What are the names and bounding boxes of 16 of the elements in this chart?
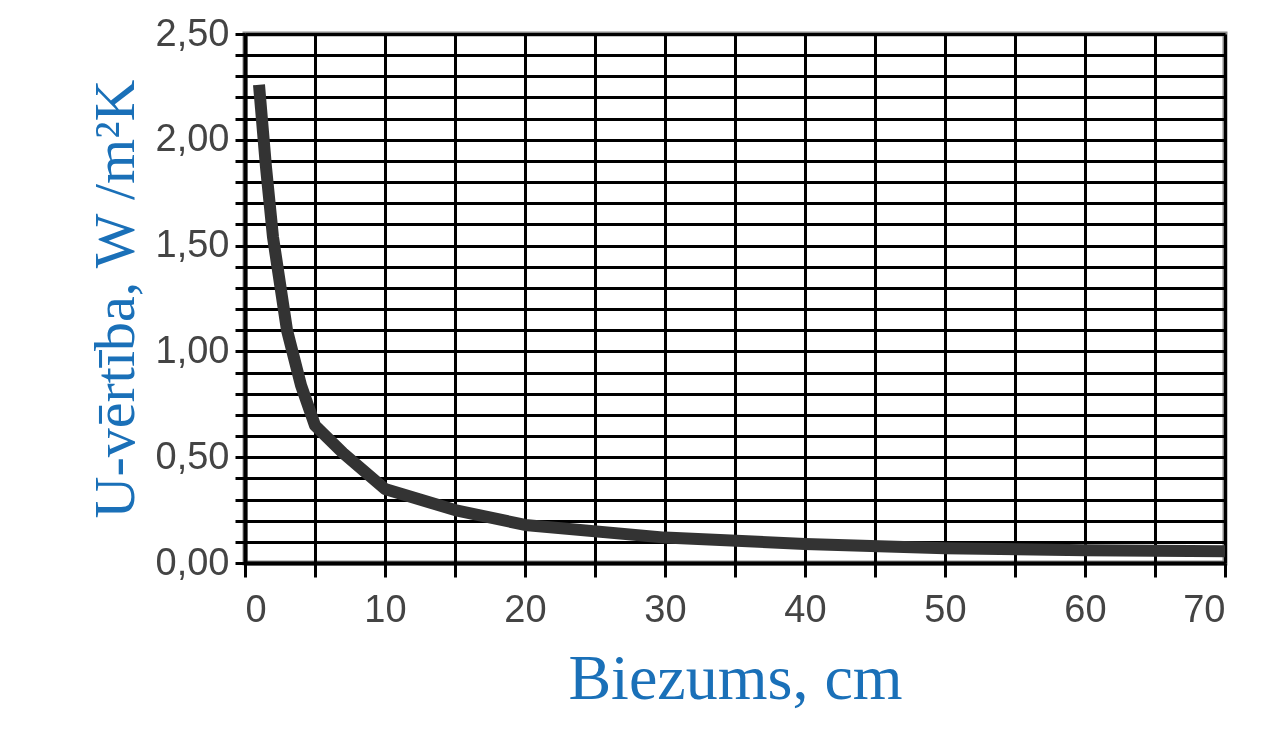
y-tick-label: 1,00 bbox=[155, 328, 230, 371]
x-tick-label: 70 bbox=[1183, 587, 1226, 630]
y-tick-label: 2,00 bbox=[155, 117, 230, 160]
x-tick-label: 0 bbox=[245, 587, 267, 630]
x-axis-title: Biezums, cm bbox=[568, 641, 903, 713]
x-tick-label: 10 bbox=[364, 587, 407, 630]
x-tick-label: 20 bbox=[504, 587, 547, 630]
y-axis-title: U-vērtība, W /m²K bbox=[81, 79, 147, 519]
x-tick-label: 60 bbox=[1064, 587, 1107, 630]
x-tick-label: 40 bbox=[784, 587, 827, 630]
y-tick-label: 0,50 bbox=[155, 434, 230, 477]
y-tick-label: 2,50 bbox=[155, 11, 230, 54]
x-tick-label: 30 bbox=[644, 587, 687, 630]
y-tick-label: 1,50 bbox=[155, 223, 230, 266]
y-tick-label: 0,00 bbox=[155, 540, 230, 583]
x-tick-label: 50 bbox=[924, 587, 967, 630]
